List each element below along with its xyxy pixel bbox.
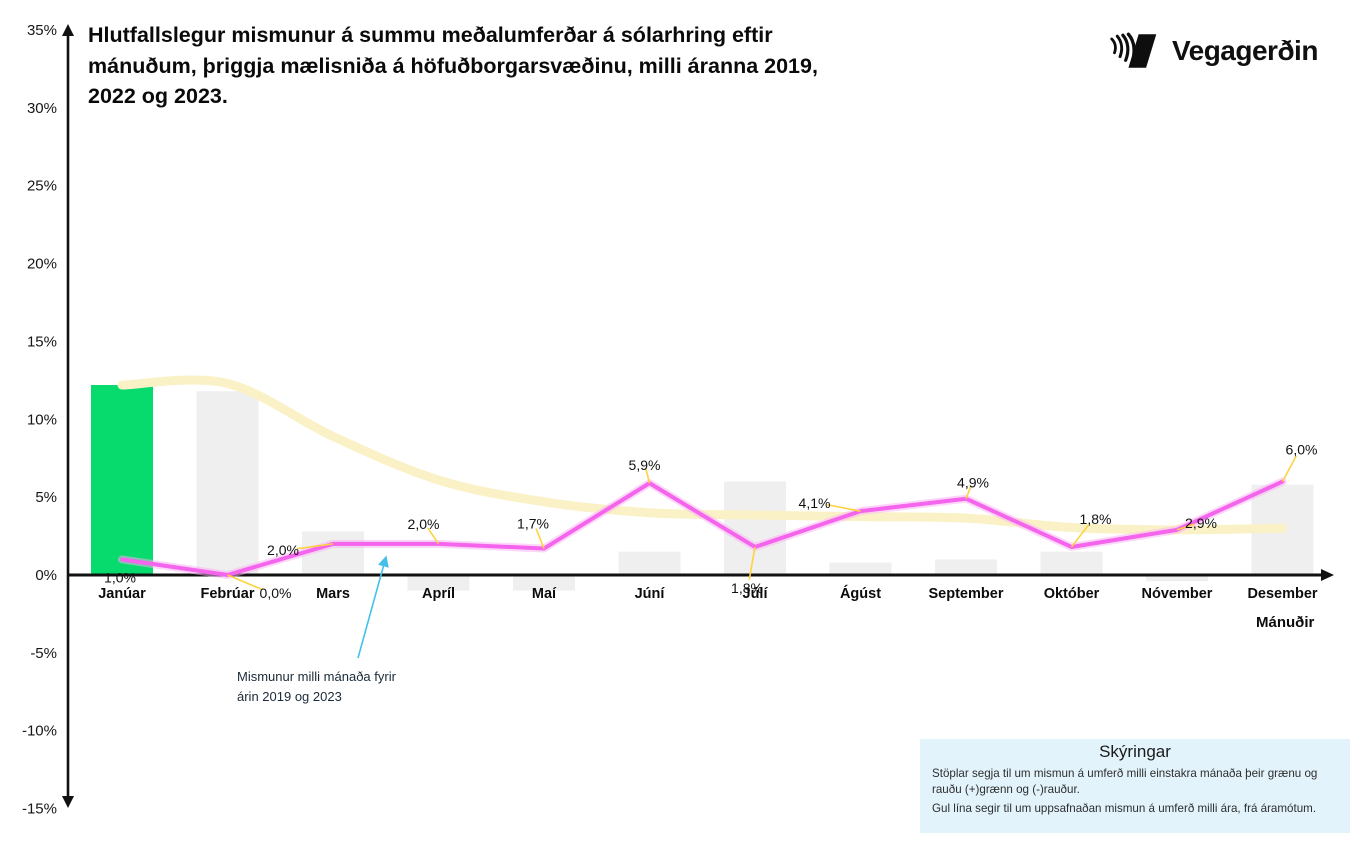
bar-September (935, 559, 997, 575)
bar-Maí (513, 575, 575, 591)
y-tick-label: 10% (27, 411, 57, 428)
annotation-arrow (357, 555, 389, 659)
y-axis-arrow-down-icon (62, 796, 74, 808)
label-leader-line (827, 503, 861, 512)
x-tick-Mars: Mars (316, 586, 350, 602)
legend-title: Skýringar (1099, 742, 1171, 761)
label-leader-line (645, 468, 651, 484)
data-label-Júlí: 1,8% (731, 580, 763, 596)
x-tick-Nóvember: Nóvember (1142, 586, 1213, 602)
data-label-Október: 1,8% (1080, 511, 1112, 527)
monthly-pink-line (120, 479, 1285, 577)
x-tick-Maí: Maí (532, 586, 557, 602)
x-tick-Febrúar: Febrúar (201, 586, 255, 602)
bar-Janúar (91, 385, 153, 575)
y-tick-label: 20% (27, 256, 57, 273)
data-label-Júní: 5,9% (629, 457, 661, 473)
chart-title: Hlutfallslegur mismunur á summu meðalumf… (88, 23, 818, 109)
y-tick-label: 30% (27, 100, 57, 117)
line-annotation: Mismunur milli mánaða fyrir árin 2019 og… (237, 669, 396, 705)
y-tick-label: -10% (22, 723, 57, 740)
label-leader-line (535, 528, 545, 549)
bar-Júlí (724, 481, 786, 575)
y-tick-label: 15% (27, 333, 57, 350)
vegagerdin-logo-icon (1110, 32, 1157, 68)
label-leader-line (965, 485, 972, 499)
y-tick-label: -5% (30, 645, 57, 662)
y-tick-label: 35% (27, 22, 57, 39)
data-label-Desember: 6,0% (1286, 442, 1318, 458)
data-label-Mars: 2,0% (267, 542, 299, 558)
y-tick-label: 5% (35, 489, 57, 506)
bar-Febrúar (196, 391, 259, 575)
cumulative-yellow-line (117, 375, 1287, 535)
legend-paragraph-bars: Stöplar segja til um mismun á umferð mil… (932, 767, 1318, 796)
data-label-Maí: 1,7% (517, 516, 549, 532)
label-leader-line (427, 527, 440, 545)
x-tick-Október: Október (1044, 586, 1100, 602)
x-axis-arrow-right-icon (1321, 569, 1334, 581)
y-tick-label: 0% (35, 567, 57, 584)
bar-Ágúst (829, 562, 892, 575)
data-label-Nóvember: 2,9% (1185, 515, 1217, 531)
logo-text: Vegagerðin (1172, 35, 1318, 66)
label-leader-line (296, 543, 334, 550)
label-leader-line (1070, 524, 1090, 548)
legend-box: Skýringar Stöplar segja til um mismun á … (920, 739, 1350, 833)
legend-paragraph-line: Gul lína segir til um uppsafnaðan mismun… (932, 802, 1317, 816)
x-tick-Ágúst: Ágúst (840, 585, 881, 602)
y-tick-label: 25% (27, 178, 57, 195)
label-leader-line (227, 574, 263, 591)
bar-Apríl (407, 575, 470, 591)
vegagerdin-logo: Vegagerðin (1108, 30, 1318, 72)
data-label-Apríl: 2,0% (408, 516, 440, 532)
bar-Nóvember (1146, 575, 1208, 582)
bar-Október (1040, 551, 1103, 575)
x-axis-title: Mánuðir (1256, 614, 1315, 631)
y-tick-label: -15% (22, 801, 57, 818)
x-tick-Apríl: Apríl (422, 586, 455, 602)
data-label-Janúar: 1,0% (104, 569, 136, 585)
x-tick-Janúar: Janúar (98, 586, 146, 602)
x-tick-Desember: Desember (1247, 586, 1317, 602)
y-axis-arrow-up-icon (62, 24, 74, 36)
data-label-Ágúst: 4,1% (799, 495, 831, 511)
bar-Júní (618, 551, 681, 575)
data-label-September: 4,9% (957, 475, 989, 491)
x-tick-Júní: Júní (635, 586, 666, 602)
label-leader-line (1281, 455, 1297, 482)
x-tick-Júlí: Júlí (743, 586, 769, 602)
data-label-Febrúar: 0,0% (260, 585, 292, 601)
label-leader-line (748, 546, 756, 580)
x-tick-September: September (929, 586, 1004, 602)
label-leader-line (1176, 523, 1195, 531)
